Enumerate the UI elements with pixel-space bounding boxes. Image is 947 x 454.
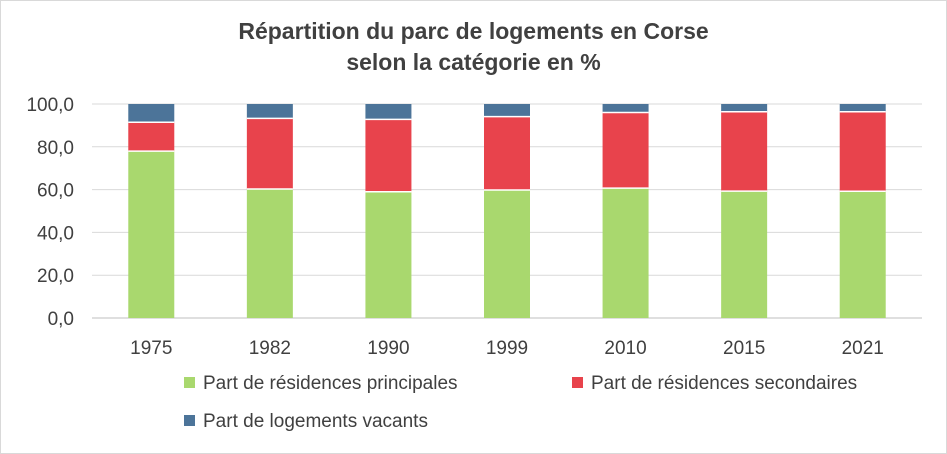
chart-title-block: Répartition du parc de logements en Cors… xyxy=(0,16,947,78)
bar-segment-vacants xyxy=(365,104,412,120)
x-tick-label: 2015 xyxy=(723,338,765,359)
y-tick-label: 40,0 xyxy=(37,223,74,244)
x-tick-label: 1982 xyxy=(249,338,291,359)
x-tick-label: 2010 xyxy=(604,338,646,359)
bar-segment-secondaires xyxy=(721,111,768,192)
chart-subtitle: selon la catégorie en % xyxy=(346,49,601,75)
x-tick-label: 2021 xyxy=(842,338,884,359)
legend-swatch-secondaires xyxy=(572,377,583,388)
bar-segment-vacants xyxy=(602,104,649,113)
bar-segment-vacants xyxy=(721,104,768,112)
bar-segment-vacants xyxy=(128,104,175,123)
bar-segment-secondaires xyxy=(839,111,886,192)
y-tick-label: 0,0 xyxy=(48,309,74,330)
legend-label-vacants: Part de logements vacants xyxy=(203,411,428,432)
legend-item-vacants: Part de logements vacants xyxy=(184,411,428,433)
legend-label-principales: Part de résidences principales xyxy=(203,373,458,394)
bar-segment-principales xyxy=(365,191,412,318)
bar-segment-vacants xyxy=(246,104,293,119)
bar-segment-secondaires xyxy=(246,118,293,189)
bar-segment-principales xyxy=(128,151,175,318)
bar-segment-principales xyxy=(602,188,649,318)
x-tick-label: 1999 xyxy=(486,338,528,359)
legend-swatch-principales xyxy=(184,377,195,388)
y-tick-label: 20,0 xyxy=(37,266,74,287)
x-tick-label: 1990 xyxy=(367,338,409,359)
legend-swatch-vacants xyxy=(184,415,195,426)
bar-segment-vacants xyxy=(484,104,530,117)
y-tick-label: 80,0 xyxy=(37,138,74,159)
x-tick-label: 1975 xyxy=(130,338,172,359)
bar-segment-secondaires xyxy=(484,116,530,191)
bar-segment-vacants xyxy=(839,104,886,112)
legend-item-secondaires: Part de résidences secondaires xyxy=(572,373,857,395)
bar-segment-principales xyxy=(484,190,530,318)
y-tick-label: 100,0 xyxy=(26,95,74,116)
chart-title: Répartition du parc de logements en Cors… xyxy=(238,18,709,44)
y-tick-label: 60,0 xyxy=(37,181,74,202)
bar-segment-secondaires xyxy=(128,122,175,152)
bar-segment-principales xyxy=(246,188,293,318)
legend-label-secondaires: Part de résidences secondaires xyxy=(591,373,858,394)
legend-item-principales: Part de résidences principales xyxy=(184,373,458,395)
bar-segment-principales xyxy=(721,191,768,318)
bar-segment-principales xyxy=(839,191,886,318)
bar-segment-secondaires xyxy=(365,119,412,192)
bar-segment-secondaires xyxy=(602,112,649,189)
